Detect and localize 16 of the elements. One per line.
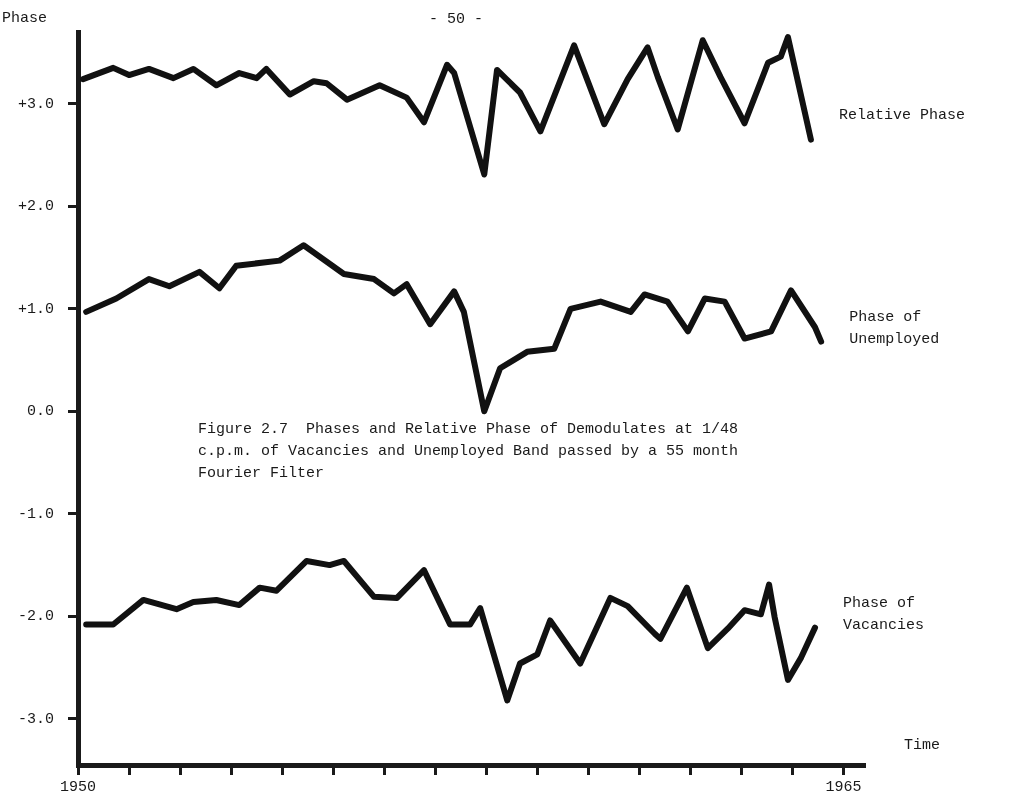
y-axis-title: Phase	[2, 10, 48, 28]
text: Relative Phase	[838, 106, 965, 124]
series-label: Phase of Unemployed	[849, 308, 940, 348]
text: - 50 -	[429, 11, 484, 29]
y-tick-label: +2.0	[17, 198, 55, 216]
series-label: Phase of Vacancies	[843, 594, 925, 634]
x-axis-title: Time	[904, 736, 941, 754]
annotation: Figure 2.7 Phases and Relative Phase of Demodulates at 1/48 c.p.m. of Vacancies and Unemployed Band passed by a 55 month Fourier Filter	[198, 420, 739, 482]
y-tick-label: -1.0	[17, 505, 55, 523]
y-tick-label: +1.0	[17, 300, 55, 318]
y-tick-label: -2.0	[17, 608, 55, 626]
x-tick-label: 1950	[60, 778, 97, 796]
y-tick-label: +3.0	[17, 95, 55, 113]
y-tick-label: 0.0	[26, 403, 55, 421]
x-tick-label: 1965	[825, 778, 862, 796]
y-tick-label: -3.0	[17, 710, 55, 728]
